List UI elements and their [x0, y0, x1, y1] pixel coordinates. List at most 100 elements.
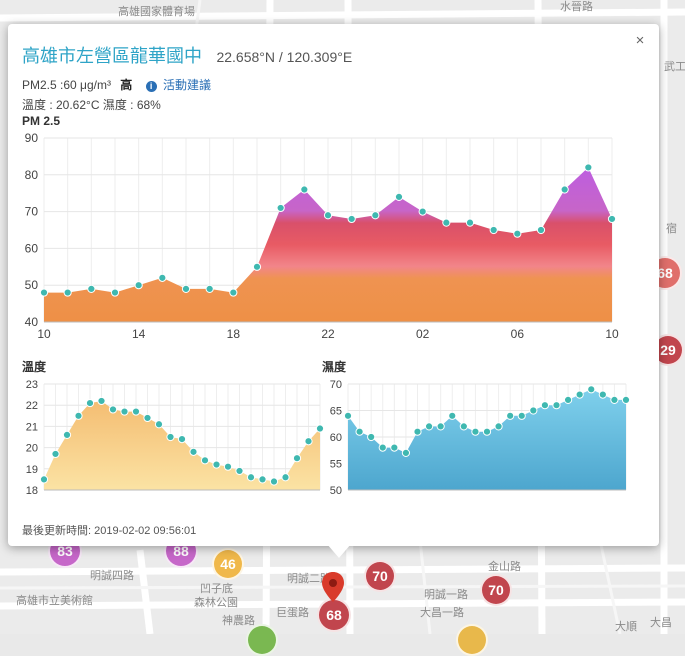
- map-street-label: 大順: [615, 621, 637, 633]
- station-marker[interactable]: 46: [212, 548, 244, 580]
- popup-header: 高雄市左營區龍華國中 22.658°N / 120.309°E: [22, 42, 352, 68]
- data-point: [621, 395, 631, 404]
- map-street-label: 明誠一路: [424, 589, 468, 601]
- map-street-label: 金山路: [488, 561, 521, 573]
- y-tick-label: 22: [26, 400, 38, 412]
- data-point: [108, 405, 118, 414]
- location-pin-icon[interactable]: [322, 572, 344, 602]
- pm25-chart: 40 50 60 70 80 90 10 14 18 22 02 06 10: [25, 131, 619, 341]
- map-street-label: 森林公園: [194, 597, 238, 609]
- data-point: [448, 411, 457, 420]
- data-point: [482, 427, 492, 436]
- y-tick-label: 65: [330, 406, 342, 418]
- map-street-label: 水晉路: [560, 1, 593, 13]
- data-point: [413, 427, 422, 436]
- x-tick-label: 10: [37, 327, 51, 341]
- data-point: [390, 443, 399, 452]
- data-point: [269, 477, 279, 486]
- data-point: [355, 427, 364, 436]
- data-point: [154, 420, 164, 429]
- data-point: [304, 437, 313, 446]
- data-point: [587, 385, 596, 394]
- data-point: [166, 432, 175, 442]
- y-tick-label: 80: [25, 168, 39, 182]
- y-tick-label: 19: [26, 464, 38, 476]
- map-street-label: 高雄市立美術館: [16, 595, 93, 607]
- data-point: [212, 460, 221, 469]
- data-point: [607, 214, 617, 224]
- station-marker[interactable]: 83: [48, 534, 82, 568]
- station-popup: × 高雄市左營區龍華國中 22.658°N / 120.309°E PM2.5 …: [8, 24, 659, 546]
- map-street-label: 凹子底: [200, 583, 233, 595]
- x-tick-label: 10: [605, 327, 619, 341]
- data-point: [424, 422, 434, 431]
- data-point: [459, 422, 468, 431]
- weather-summary: 溫度 : 20.62°C 濕度 : 68%: [22, 98, 161, 112]
- popup-pointer: [327, 544, 351, 558]
- info-icon[interactable]: i: [145, 81, 157, 92]
- map-street-label: 武工: [664, 61, 685, 73]
- data-point: [200, 456, 210, 465]
- data-point: [436, 422, 445, 431]
- data-point: [281, 473, 290, 482]
- data-point: [465, 218, 475, 227]
- data-point: [87, 284, 96, 293]
- data-point: [471, 427, 480, 436]
- data-point: [560, 185, 569, 194]
- x-tick-label: 14: [132, 327, 146, 341]
- data-point: [131, 407, 141, 416]
- station-marker[interactable]: [246, 624, 278, 656]
- data-point: [63, 288, 72, 297]
- last-updated: 最後更新時間: 2019-02-02 09:56:01: [22, 525, 197, 537]
- data-point: [39, 475, 49, 484]
- data-point: [177, 435, 187, 444]
- data-point: [134, 281, 143, 290]
- data-point: [276, 203, 285, 213]
- data-point: [529, 406, 538, 415]
- data-point: [300, 185, 309, 194]
- map-street-label: 明誠二路: [287, 573, 331, 585]
- temperature-chart-title: 溫度: [22, 360, 47, 374]
- data-point: [74, 411, 83, 420]
- data-point: [610, 395, 619, 404]
- data-point: [110, 288, 120, 297]
- pm25-chart-title: PM 2.5: [22, 114, 61, 128]
- data-point: [506, 411, 515, 420]
- x-tick-label: 06: [511, 327, 525, 341]
- data-point: [378, 443, 387, 452]
- y-tick-label: 90: [25, 131, 39, 145]
- station-marker[interactable]: 70: [364, 560, 396, 592]
- station-name: 高雄市左營區龍華國中: [22, 46, 202, 66]
- y-tick-label: 55: [330, 459, 342, 471]
- data-point: [540, 401, 550, 410]
- station-marker[interactable]: [456, 624, 488, 656]
- y-tick-label: 60: [330, 432, 342, 444]
- humidity-chart: 50 55 60 65 70: [330, 379, 631, 497]
- y-tick-label: 20: [26, 443, 38, 455]
- humidity-chart-title: 濕度: [322, 360, 347, 374]
- data-point: [181, 284, 191, 293]
- data-point: [158, 273, 167, 282]
- close-button[interactable]: ×: [635, 32, 645, 49]
- activity-advice-link[interactable]: 活動建議: [163, 78, 212, 92]
- data-point: [246, 473, 256, 482]
- station-marker[interactable]: 68: [317, 598, 351, 632]
- map-street-label: 宿: [666, 223, 677, 235]
- series-area: [348, 389, 626, 490]
- data-point: [343, 411, 353, 420]
- data-point: [347, 214, 356, 224]
- pm-reading: PM2.5 :60 μg/m³: [22, 78, 111, 92]
- data-point: [235, 466, 244, 476]
- x-tick-label: 18: [227, 327, 241, 341]
- data-point: [229, 288, 238, 297]
- data-point: [205, 284, 214, 293]
- data-point: [536, 225, 546, 235]
- y-tick-label: 50: [330, 485, 342, 497]
- y-tick-label: 40: [25, 315, 39, 329]
- data-point: [442, 218, 451, 227]
- data-point: [513, 229, 522, 238]
- map-street-label: 明誠四路: [90, 570, 134, 582]
- y-tick-label: 50: [25, 278, 39, 292]
- data-point: [258, 475, 267, 484]
- station-marker[interactable]: 70: [480, 574, 512, 606]
